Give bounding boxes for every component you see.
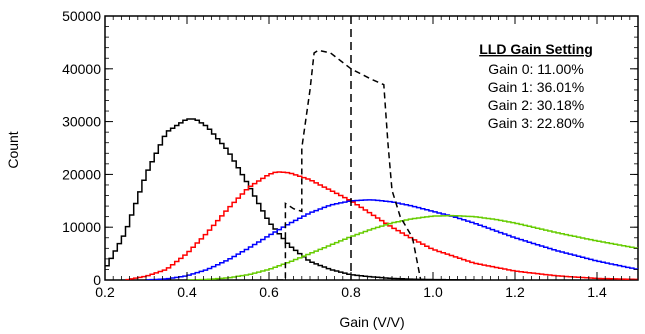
series-line-3 [187, 214, 638, 280]
y-axis-label: Count [5, 131, 21, 168]
legend-entry-gain-3: Gain 3: 22.80% [488, 115, 585, 131]
plot-area-border [104, 15, 639, 281]
x-tick-label: 0.8 [341, 284, 361, 300]
legend: LLD Gain Setting Gain 0: 11.00% Gain 1: … [479, 41, 593, 131]
y-tick-label: 20000 [62, 166, 101, 182]
x-tick-label: 1.2 [505, 284, 525, 300]
y-tick-label: 0 [93, 272, 101, 288]
legend-entry-gain-0: Gain 0: 11.00% [488, 61, 583, 77]
ticks-layer [104, 15, 639, 281]
legend-entry-gain-2: Gain 2: 30.18% [488, 97, 585, 113]
labels-layer: 0.2 0.4 0.6 0.8 1.0 1.2 1.4 0 10000 20000 30000 400… [62, 8, 607, 300]
x-tick-label: 1.4 [587, 284, 607, 300]
y-tick-label: 50000 [62, 8, 101, 24]
series-line-4 [277, 49, 422, 280]
series-line-0 [105, 118, 474, 280]
x-axis-label: Gain (V/V) [339, 314, 404, 330]
plot-frame [104, 15, 639, 281]
legend-title: LLD Gain Setting [479, 41, 593, 57]
legend-entry-gain-1: Gain 1: 36.01% [488, 79, 585, 95]
y-tick-label: 40000 [62, 61, 101, 77]
y-tick-label: 10000 [62, 219, 101, 235]
series-layer [105, 16, 638, 280]
x-tick-label: 0.2 [95, 284, 115, 300]
series-line-1 [125, 171, 638, 280]
y-tick-label: 30000 [62, 114, 101, 130]
x-tick-label: 0.4 [177, 284, 197, 300]
series-line-2 [146, 199, 638, 280]
x-tick-label: 0.6 [259, 284, 279, 300]
x-tick-label: 1.0 [423, 284, 443, 300]
